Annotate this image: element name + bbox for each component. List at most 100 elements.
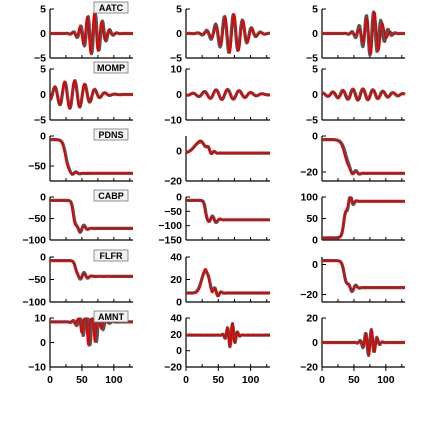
panel-amnt-3: 200−200 50 100 [300,313,406,386]
synthetic-trace [49,12,134,55]
synthetic-trace [321,11,406,56]
y-tick-label: 5 [40,4,46,16]
y-tick-label: −100 [22,235,46,247]
y-tick-label: −5 [34,53,46,65]
y-tick-label: 20 [306,313,318,325]
y-tick-label: 40 [170,313,182,325]
synthetic-trace [185,267,271,297]
x-tick-label: 50 [348,374,360,386]
station-label-box [93,249,129,262]
y-tick-label: 0 [40,192,46,204]
y-tick-label: 0 [176,192,182,204]
panel-pdns-2: 0 −20 [164,136,271,188]
station-label-box [93,189,129,202]
observed-trace [321,138,406,176]
y-tick-label: 5 [312,64,318,76]
y-tick-label: 5 [176,4,182,16]
y-tick-label: −20 [300,289,318,301]
station-label-box [93,310,129,323]
y-tick-label: 0 [312,89,318,101]
panel-aatc-3: 5 0 −5 [306,4,406,65]
y-tick-label: 0 [176,28,182,40]
panel-flfr-2: 40 20 0 [170,252,271,309]
y-tick-label: 10 [170,64,182,76]
y-tick-label: 50 [306,213,318,225]
y-tick-label: 20 [170,329,182,341]
y-tick-label: 0 [312,259,318,271]
panel-flfr-3: 0 −20 [300,257,406,303]
station-label-box [93,128,129,141]
observed-trace [49,317,134,347]
station-label: FLFR [100,251,123,261]
y-tick-label: −50 [164,206,182,218]
y-tick-label: 100 [300,192,318,204]
synthetic-trace [49,199,134,232]
y-tick-label: −50 [28,213,46,225]
panel-pdns-1: 0 −50 PDNS [28,128,134,182]
y-tick-label: 20 [170,274,182,286]
y-tick-label: −5 [306,115,318,127]
x-tick-label: 50 [212,374,224,386]
synthetic-trace [321,138,406,175]
y-tick-label: −100 [158,220,182,232]
synthetic-trace [321,328,406,356]
x-tick-label: 100 [242,374,260,386]
y-tick-label: 0 [312,131,318,143]
panel-cabp-2: 0 −50 −100 −150 [158,192,271,247]
station-label: CABP [98,191,124,201]
station-label-box [93,1,129,14]
synthetic-trace [321,197,406,239]
y-tick-label: −10 [28,362,46,374]
synthetic-trace [321,259,406,292]
synthetic-trace [185,88,271,101]
y-tick-label: −20 [164,362,182,374]
observed-trace [185,140,271,156]
synthetic-trace [49,138,134,175]
y-tick-label: 0 [40,89,46,101]
y-tick-label: −5 [34,115,46,127]
synthetic-trace [49,79,134,109]
y-tick-label: −20 [300,362,318,374]
observed-trace [321,87,406,102]
x-tick-label: 0 [183,374,189,386]
panel-momp-3: 5 0 −5 [306,64,406,127]
station-label: MOMP [97,63,125,73]
synthetic-trace [185,323,271,348]
y-tick-label: 0 [40,28,46,40]
x-tick-label: 0 [47,374,53,386]
y-tick-label: −50 [28,161,46,173]
y-tick-label: 0 [312,337,318,349]
y-tick-label: −10 [164,115,182,127]
y-tick-label: 0 [40,337,46,349]
synthetic-trace [185,199,271,223]
panel-momp-2: 10 0 −10 [164,64,271,127]
y-tick-label: 5 [40,64,46,76]
station-label: AATC [99,3,124,13]
y-tick-label: −5 [170,53,182,65]
x-tick-label: 100 [105,374,123,386]
x-tick-label: 100 [377,374,395,386]
x-tick-label: 0 [319,374,325,386]
y-tick-label: 0 [176,297,182,309]
y-tick-label: −20 [300,167,318,179]
panel-momp-1: 5 0 −5 MOMP [34,61,134,127]
y-tick-label: −20 [164,176,182,188]
y-tick-label: −100 [22,297,46,309]
y-tick-label: 0 [40,131,46,143]
panel-cabp-1: 0 −50 −100 CABP [22,189,134,247]
y-tick-label: −150 [158,235,182,247]
y-tick-label: 10 [34,313,46,325]
y-tick-label: −5 [306,53,318,65]
synthetic-trace [185,13,271,54]
station-label: PDNS [98,130,123,140]
panel-cabp-3: 100 50 0 [300,192,406,247]
synthetic-trace [321,88,406,101]
y-tick-label: 0 [176,89,182,101]
panel-aatc-2: 5 0 −5 [170,4,271,65]
observed-trace [321,196,406,240]
y-tick-label: 5 [312,4,318,16]
panel-aatc-1: 5 0 −5 AATC [34,1,134,65]
y-tick-label: 0 [176,146,182,158]
